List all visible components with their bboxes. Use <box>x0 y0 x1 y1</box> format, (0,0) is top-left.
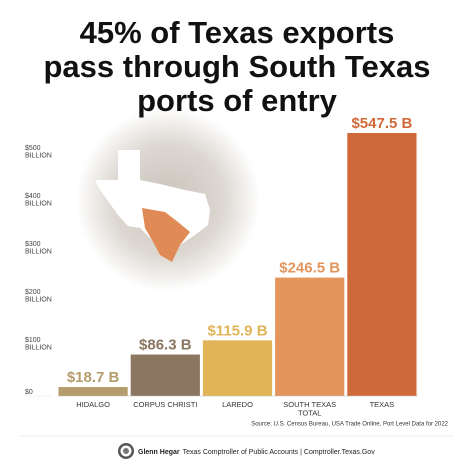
y-tick-label: $400 BILLION <box>25 193 52 208</box>
footer-name: Glenn Hegar <box>138 449 180 456</box>
south-texas-region <box>142 208 190 262</box>
chart-title: ports of entry <box>137 83 338 118</box>
bar <box>202 340 273 396</box>
y-tick-label: $500 BILLION <box>25 145 52 160</box>
y-tick-label: $100 BILLION <box>25 337 52 352</box>
value-label: $547.5 B <box>351 115 412 132</box>
seal-center <box>123 448 129 454</box>
bar <box>58 387 128 396</box>
value-label: $246.5 B <box>279 260 340 277</box>
chart-title: 45% of Texas exports <box>80 15 395 50</box>
texas-map <box>76 108 260 292</box>
x-tick-label: CORPUS CHRISTI <box>133 400 197 409</box>
footer: Glenn Hegar Texas Comptroller of Public A… <box>138 449 375 456</box>
chart-title: pass through South Texas <box>44 49 431 84</box>
y-tick-label: $200 BILLION <box>25 289 52 304</box>
source-note: Source: U.S. Census Bureau, USA Trade On… <box>251 422 448 428</box>
x-tick-label: TEXAS <box>370 400 395 409</box>
x-tick-label: HIDALGO <box>76 400 110 409</box>
value-label: $115.9 B <box>207 322 267 339</box>
x-tick-label: LAREDO <box>222 400 253 409</box>
bar <box>275 277 345 396</box>
x-tick-label: SOUTH TEXAS TOTAL <box>283 400 336 418</box>
value-label: $18.7 B <box>67 369 120 386</box>
value-label: $86.3 B <box>139 337 192 354</box>
comptroller-seal <box>118 443 134 459</box>
y-tick-label: $0 <box>25 389 33 396</box>
footer-text: Texas Comptroller of Public Accounts | C… <box>183 449 376 456</box>
bar <box>347 133 417 397</box>
bar <box>130 354 200 396</box>
y-tick-label: $300 BILLION <box>25 241 52 256</box>
